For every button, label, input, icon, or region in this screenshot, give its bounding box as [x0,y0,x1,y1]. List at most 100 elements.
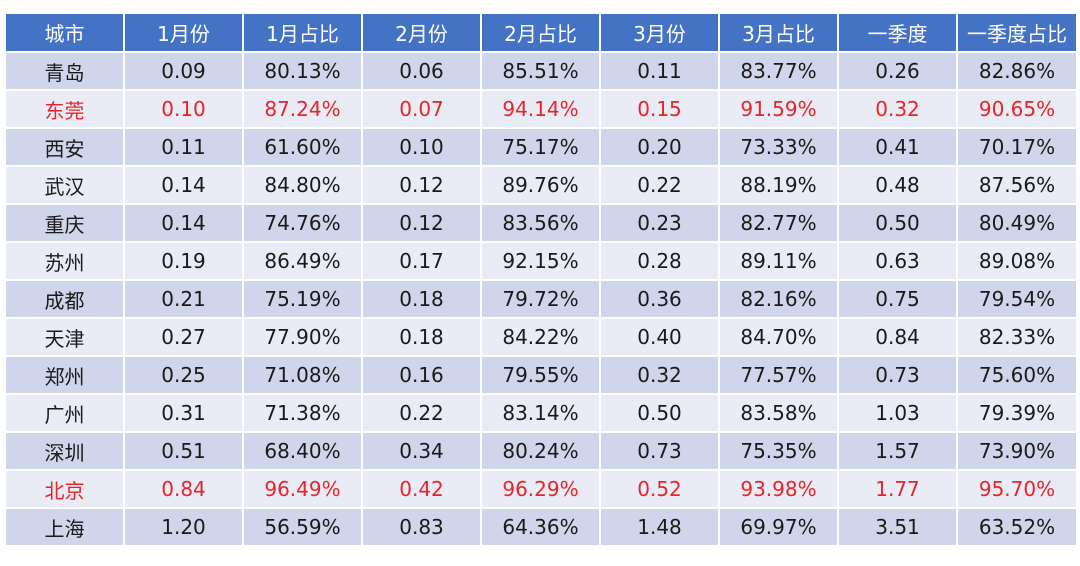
value-cell: 0.20 [599,128,719,167]
value-cell: 63.52% [956,508,1076,547]
value-cell: 83.77% [718,52,838,91]
value-cell: 95.70% [956,470,1076,509]
value-cell: 0.51 [123,432,243,471]
value-cell: 0.09 [123,52,243,91]
value-cell: 89.76% [480,166,600,205]
value-cell: 90.65% [956,90,1076,129]
value-cell: 75.35% [718,432,838,471]
value-cell: 0.25 [123,356,243,395]
column-header: 2月占比 [480,14,600,53]
city-cell: 成都 [6,280,124,319]
value-cell: 0.18 [361,280,481,319]
value-cell: 73.33% [718,128,838,167]
value-cell: 79.72% [480,280,600,319]
city-cell: 东莞 [6,90,124,129]
value-cell: 0.75 [837,280,957,319]
value-cell: 80.13% [242,52,362,91]
value-cell: 82.16% [718,280,838,319]
column-header: 一季度占比 [956,14,1076,53]
value-cell: 77.90% [242,318,362,357]
value-cell: 0.19 [123,242,243,281]
value-cell: 75.19% [242,280,362,319]
table-row: 郑州 0.25 71.08% 0.16 79.55% 0.32 77.57% 0.73 75.6… [6,356,1076,395]
value-cell: 0.84 [837,318,957,357]
value-cell: 0.28 [599,242,719,281]
column-header: 1月占比 [242,14,362,53]
table-row: 武汉 0.14 84.80% 0.12 89.76% 0.22 88.19% 0.48 87.5… [6,166,1076,205]
value-cell: 89.08% [956,242,1076,281]
city-cell: 重庆 [6,204,124,243]
value-cell: 56.59% [242,508,362,547]
city-cell: 苏州 [6,242,124,281]
value-cell: 0.11 [123,128,243,167]
value-cell: 0.63 [837,242,957,281]
value-cell: 0.11 [599,52,719,91]
value-cell: 84.80% [242,166,362,205]
value-cell: 79.39% [956,394,1076,433]
table-row: 西安 0.11 61.60% 0.10 75.17% 0.20 73.33% 0.41 70.1… [6,128,1076,167]
table-row: 北京 0.84 96.49% 0.42 96.29% 0.52 93.98% 1.77 95.7… [6,470,1076,509]
value-cell: 71.38% [242,394,362,433]
value-cell: 0.15 [599,90,719,129]
value-cell: 71.08% [242,356,362,395]
value-cell: 0.42 [361,470,481,509]
value-cell: 0.22 [599,166,719,205]
value-cell: 0.27 [123,318,243,357]
table-row: 天津 0.27 77.90% 0.18 84.22% 0.40 84.70% 0.84 82.3… [6,318,1076,357]
value-cell: 75.60% [956,356,1076,395]
value-cell: 0.83 [361,508,481,547]
value-cell: 0.21 [123,280,243,319]
value-cell: 0.14 [123,204,243,243]
table-row: 青岛 0.09 80.13% 0.06 85.51% 0.11 83.77% 0.26 82.8… [6,52,1076,91]
value-cell: 0.18 [361,318,481,357]
value-cell: 75.17% [480,128,600,167]
value-cell: 87.24% [242,90,362,129]
table-row: 东莞 0.10 87.24% 0.07 94.14% 0.15 91.59% 0.32 90.6… [6,90,1076,129]
value-cell: 0.73 [599,432,719,471]
value-cell: 84.22% [480,318,600,357]
value-cell: 0.34 [361,432,481,471]
value-cell: 61.60% [242,128,362,167]
city-cell: 北京 [6,470,124,509]
value-cell: 0.32 [837,90,957,129]
value-cell: 0.48 [837,166,957,205]
value-cell: 94.14% [480,90,600,129]
value-cell: 82.77% [718,204,838,243]
value-cell: 0.50 [599,394,719,433]
table-row: 成都 0.21 75.19% 0.18 79.72% 0.36 82.16% 0.75 79.5… [6,280,1076,319]
value-cell: 0.14 [123,166,243,205]
value-cell: 82.86% [956,52,1076,91]
value-cell: 0.17 [361,242,481,281]
value-cell: 0.10 [123,90,243,129]
table-row: 重庆 0.14 74.76% 0.12 83.56% 0.23 82.77% 0.50 80.4… [6,204,1076,243]
value-cell: 86.49% [242,242,362,281]
value-cell: 82.33% [956,318,1076,357]
column-header: 3月占比 [718,14,838,53]
city-cell: 上海 [6,508,124,547]
value-cell: 0.50 [837,204,957,243]
column-header: 2月份 [361,14,481,53]
value-cell: 0.07 [361,90,481,129]
value-cell: 96.29% [480,470,600,509]
city-cell: 天津 [6,318,124,357]
column-header: 城市 [6,14,124,53]
value-cell: 96.49% [242,470,362,509]
column-header: 一季度 [837,14,957,53]
value-cell: 83.58% [718,394,838,433]
city-cell: 西安 [6,128,124,167]
value-cell: 0.52 [599,470,719,509]
value-cell: 93.98% [718,470,838,509]
value-cell: 68.40% [242,432,362,471]
table-row: 深圳 0.51 68.40% 0.34 80.24% 0.73 75.35% 1.57 73.9… [6,432,1076,471]
value-cell: 0.12 [361,166,481,205]
column-header: 3月份 [599,14,719,53]
value-cell: 64.36% [480,508,600,547]
value-cell: 92.15% [480,242,600,281]
value-cell: 73.90% [956,432,1076,471]
value-cell: 74.76% [242,204,362,243]
value-cell: 79.54% [956,280,1076,319]
value-cell: 69.97% [718,508,838,547]
value-cell: 0.26 [837,52,957,91]
city-cell: 郑州 [6,356,124,395]
